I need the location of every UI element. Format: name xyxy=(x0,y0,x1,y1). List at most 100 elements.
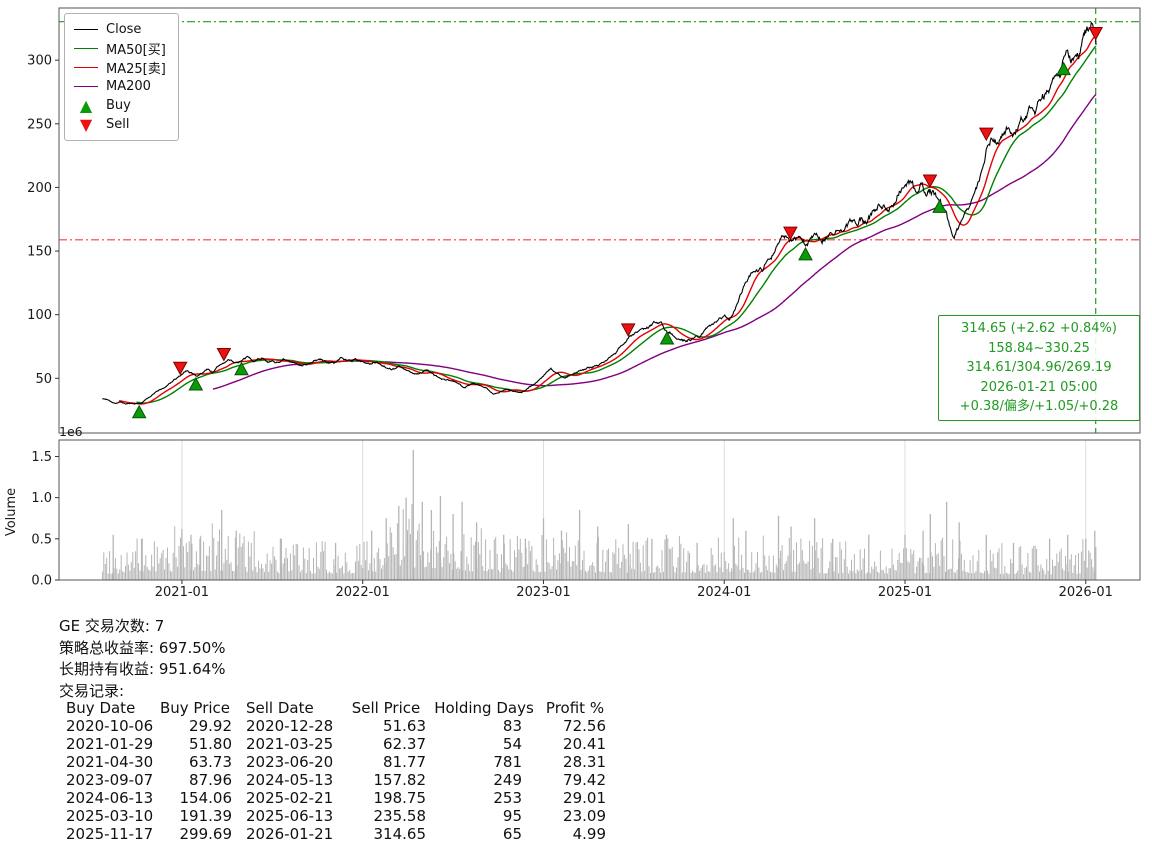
legend-item-close: Close xyxy=(73,20,166,39)
price-ytick-label: 200 xyxy=(27,181,52,196)
volume-axis-title: Volume xyxy=(4,488,19,536)
trade-cell: 79.42 xyxy=(563,771,606,789)
legend-label: MA50[买] xyxy=(106,43,166,58)
price-ytick-label: 50 xyxy=(35,372,52,387)
trade-row: 2024-06-13 154.06 2025-02-21 198.75 253 29.01 xyxy=(62,789,612,807)
legend-swatch xyxy=(73,29,99,30)
legend-line-sample xyxy=(74,48,98,49)
trade-cell: 2023-06-20 xyxy=(246,753,334,771)
legend-item-ma50-: MA50[买] xyxy=(73,39,166,58)
strategy-return-line: 策略总收益率: 697.50% xyxy=(59,638,226,657)
sell-markers xyxy=(172,27,1104,376)
trade-cell: 65 xyxy=(502,825,522,843)
trade-cell: 191.39 xyxy=(179,807,233,825)
buy-marker-icon: ▲ xyxy=(79,95,93,115)
price-ytick-label: 100 xyxy=(27,308,52,323)
line-MA50[买] xyxy=(136,45,1097,404)
trade-cell: 157.82 xyxy=(373,771,427,789)
trade-cell: 2021-03-25 xyxy=(246,735,334,753)
trades-header-row: Buy Date Buy Price Sell Date Sell Price Hold… xyxy=(62,699,612,717)
trades-header-cell: Profit % xyxy=(545,699,605,717)
legend-label: MA25[卖] xyxy=(106,62,166,77)
annotation-line: 314.65 (+2.62 +0.84%) xyxy=(961,321,1117,336)
trade-cell: 154.06 xyxy=(179,789,233,807)
volume-gridlines xyxy=(181,440,1087,580)
legend-swatch xyxy=(73,67,99,68)
trade-cell: 4.99 xyxy=(572,825,606,843)
annotation-line: 158.84~330.25 xyxy=(988,340,1090,356)
volume-ytick-label: 0.0 xyxy=(31,574,52,589)
trade-cell: 51.80 xyxy=(189,735,232,753)
trade-cell: 2020-10-06 xyxy=(66,717,154,735)
trade-cell: 62.37 xyxy=(383,735,426,753)
trades-header-cell: Holding Days xyxy=(434,699,534,717)
trade-cell: 2023-09-07 xyxy=(66,771,154,789)
close-line xyxy=(102,20,1097,405)
legend-swatch xyxy=(73,48,99,49)
sell-marker-icon: ▼ xyxy=(79,114,93,134)
volume-ytick-label: 1.0 xyxy=(31,491,52,506)
trade-count-line: GE 交易次数: 7 xyxy=(59,617,165,635)
trades-header-cell: Sell Price xyxy=(351,699,421,717)
xtick-label: 2026-01 xyxy=(1059,585,1113,600)
xtick-label: 2023-01 xyxy=(516,585,570,600)
quote-annotation-box: 314.65 (+2.62 +0.84%) 158.84~330.25 314.61… xyxy=(938,315,1140,421)
xtick-label: 2025-01 xyxy=(878,585,932,600)
trade-cell: 2020-12-28 xyxy=(246,717,334,735)
trade-cell: 299.69 xyxy=(179,825,233,843)
trade-cell: 63.73 xyxy=(189,753,232,771)
price-ytick-label: 150 xyxy=(27,245,52,260)
annotation-line: 314.61/304.96/269.19 xyxy=(966,360,1112,375)
trade-records-label: 交易记录: xyxy=(59,681,125,700)
legend-line-sample xyxy=(74,29,98,30)
trades-header-cell: Buy Date xyxy=(66,699,136,717)
trade-cell: 2025-02-21 xyxy=(246,789,334,807)
trade-cell: 781 xyxy=(493,753,522,771)
trade-cell: 72.56 xyxy=(563,717,606,735)
trade-cell: 29.01 xyxy=(563,789,606,807)
buyhold-return-line: 长期持有收益: 951.64% xyxy=(59,660,226,679)
volume-ytick-label: 0.5 xyxy=(31,532,52,547)
legend-label: MA200 xyxy=(106,79,151,94)
legend-line-sample xyxy=(74,86,98,87)
legend-swatch: ▲ xyxy=(73,95,99,115)
chart-legend: Close MA50[买] MA25[卖] MA200 ▲ Buy ▼ Sell xyxy=(64,13,179,141)
trade-cell: 83 xyxy=(502,717,522,735)
trade-cell: 28.31 xyxy=(563,753,606,771)
xtick-label: 2022-01 xyxy=(336,585,390,600)
trade-cell: 2024-05-13 xyxy=(246,771,334,789)
trade-cell: 54 xyxy=(502,735,522,753)
annotation-line: 2026-01-21 05:00 xyxy=(980,379,1098,395)
trade-cell: 198.75 xyxy=(373,789,427,807)
trade-cell: 81.77 xyxy=(383,753,426,771)
price-panel-border xyxy=(58,7,1141,434)
stats-block: GE 交易次数: 7 策略总收益率: 697.50% 长期持有收益: 951.6… xyxy=(59,616,226,702)
buy-markers xyxy=(131,61,1071,419)
volume-scale-label: 1e6 xyxy=(59,424,83,439)
trade-cell: 20.41 xyxy=(563,735,606,753)
legend-swatch xyxy=(73,86,99,87)
xtick-label: 2021-01 xyxy=(155,585,209,600)
trade-cell: 2025-06-13 xyxy=(246,807,334,825)
trade-cell: 314.65 xyxy=(373,825,427,843)
legend-label: Close xyxy=(106,22,142,37)
trades-header-cell: Sell Date xyxy=(246,699,314,717)
trade-cell: 2021-04-30 xyxy=(66,753,154,771)
trades-header-cell: Buy Price xyxy=(159,699,231,717)
trade-cell: 2025-11-17 xyxy=(66,825,154,843)
volume-panel-border xyxy=(58,439,1141,581)
axes: 50 100 150 200 250 300 0.0 0.5 1.0 1.5 2021-01 2022… xyxy=(4,54,1113,600)
volume-ytick-label: 1.5 xyxy=(31,450,52,465)
trade-row: 2021-04-30 63.73 2023-06-20 81.77 781 28.31 xyxy=(62,753,612,771)
price-ytick-label: 300 xyxy=(27,54,52,69)
legend-label: Sell xyxy=(106,117,130,132)
price-volume-chart: 50 100 150 200 250 300 0.0 0.5 1.0 1.5 2021-01 2022… xyxy=(4,7,1141,600)
legend-label: Buy xyxy=(106,98,131,113)
legend-item-sell: ▼ Sell xyxy=(73,115,166,134)
annotation-line: +0.38/偏多/+1.05/+0.28 xyxy=(959,399,1119,414)
trade-cell: 29.92 xyxy=(189,717,232,735)
trade-row: 2021-01-29 51.80 2021-03-25 62.37 54 20.41 xyxy=(62,735,612,753)
trade-row: 2020-10-06 29.92 2020-12-28 51.63 83 72.56 xyxy=(62,717,612,735)
trade-cell: 51.63 xyxy=(383,717,426,735)
trade-cell: 23.09 xyxy=(563,807,606,825)
